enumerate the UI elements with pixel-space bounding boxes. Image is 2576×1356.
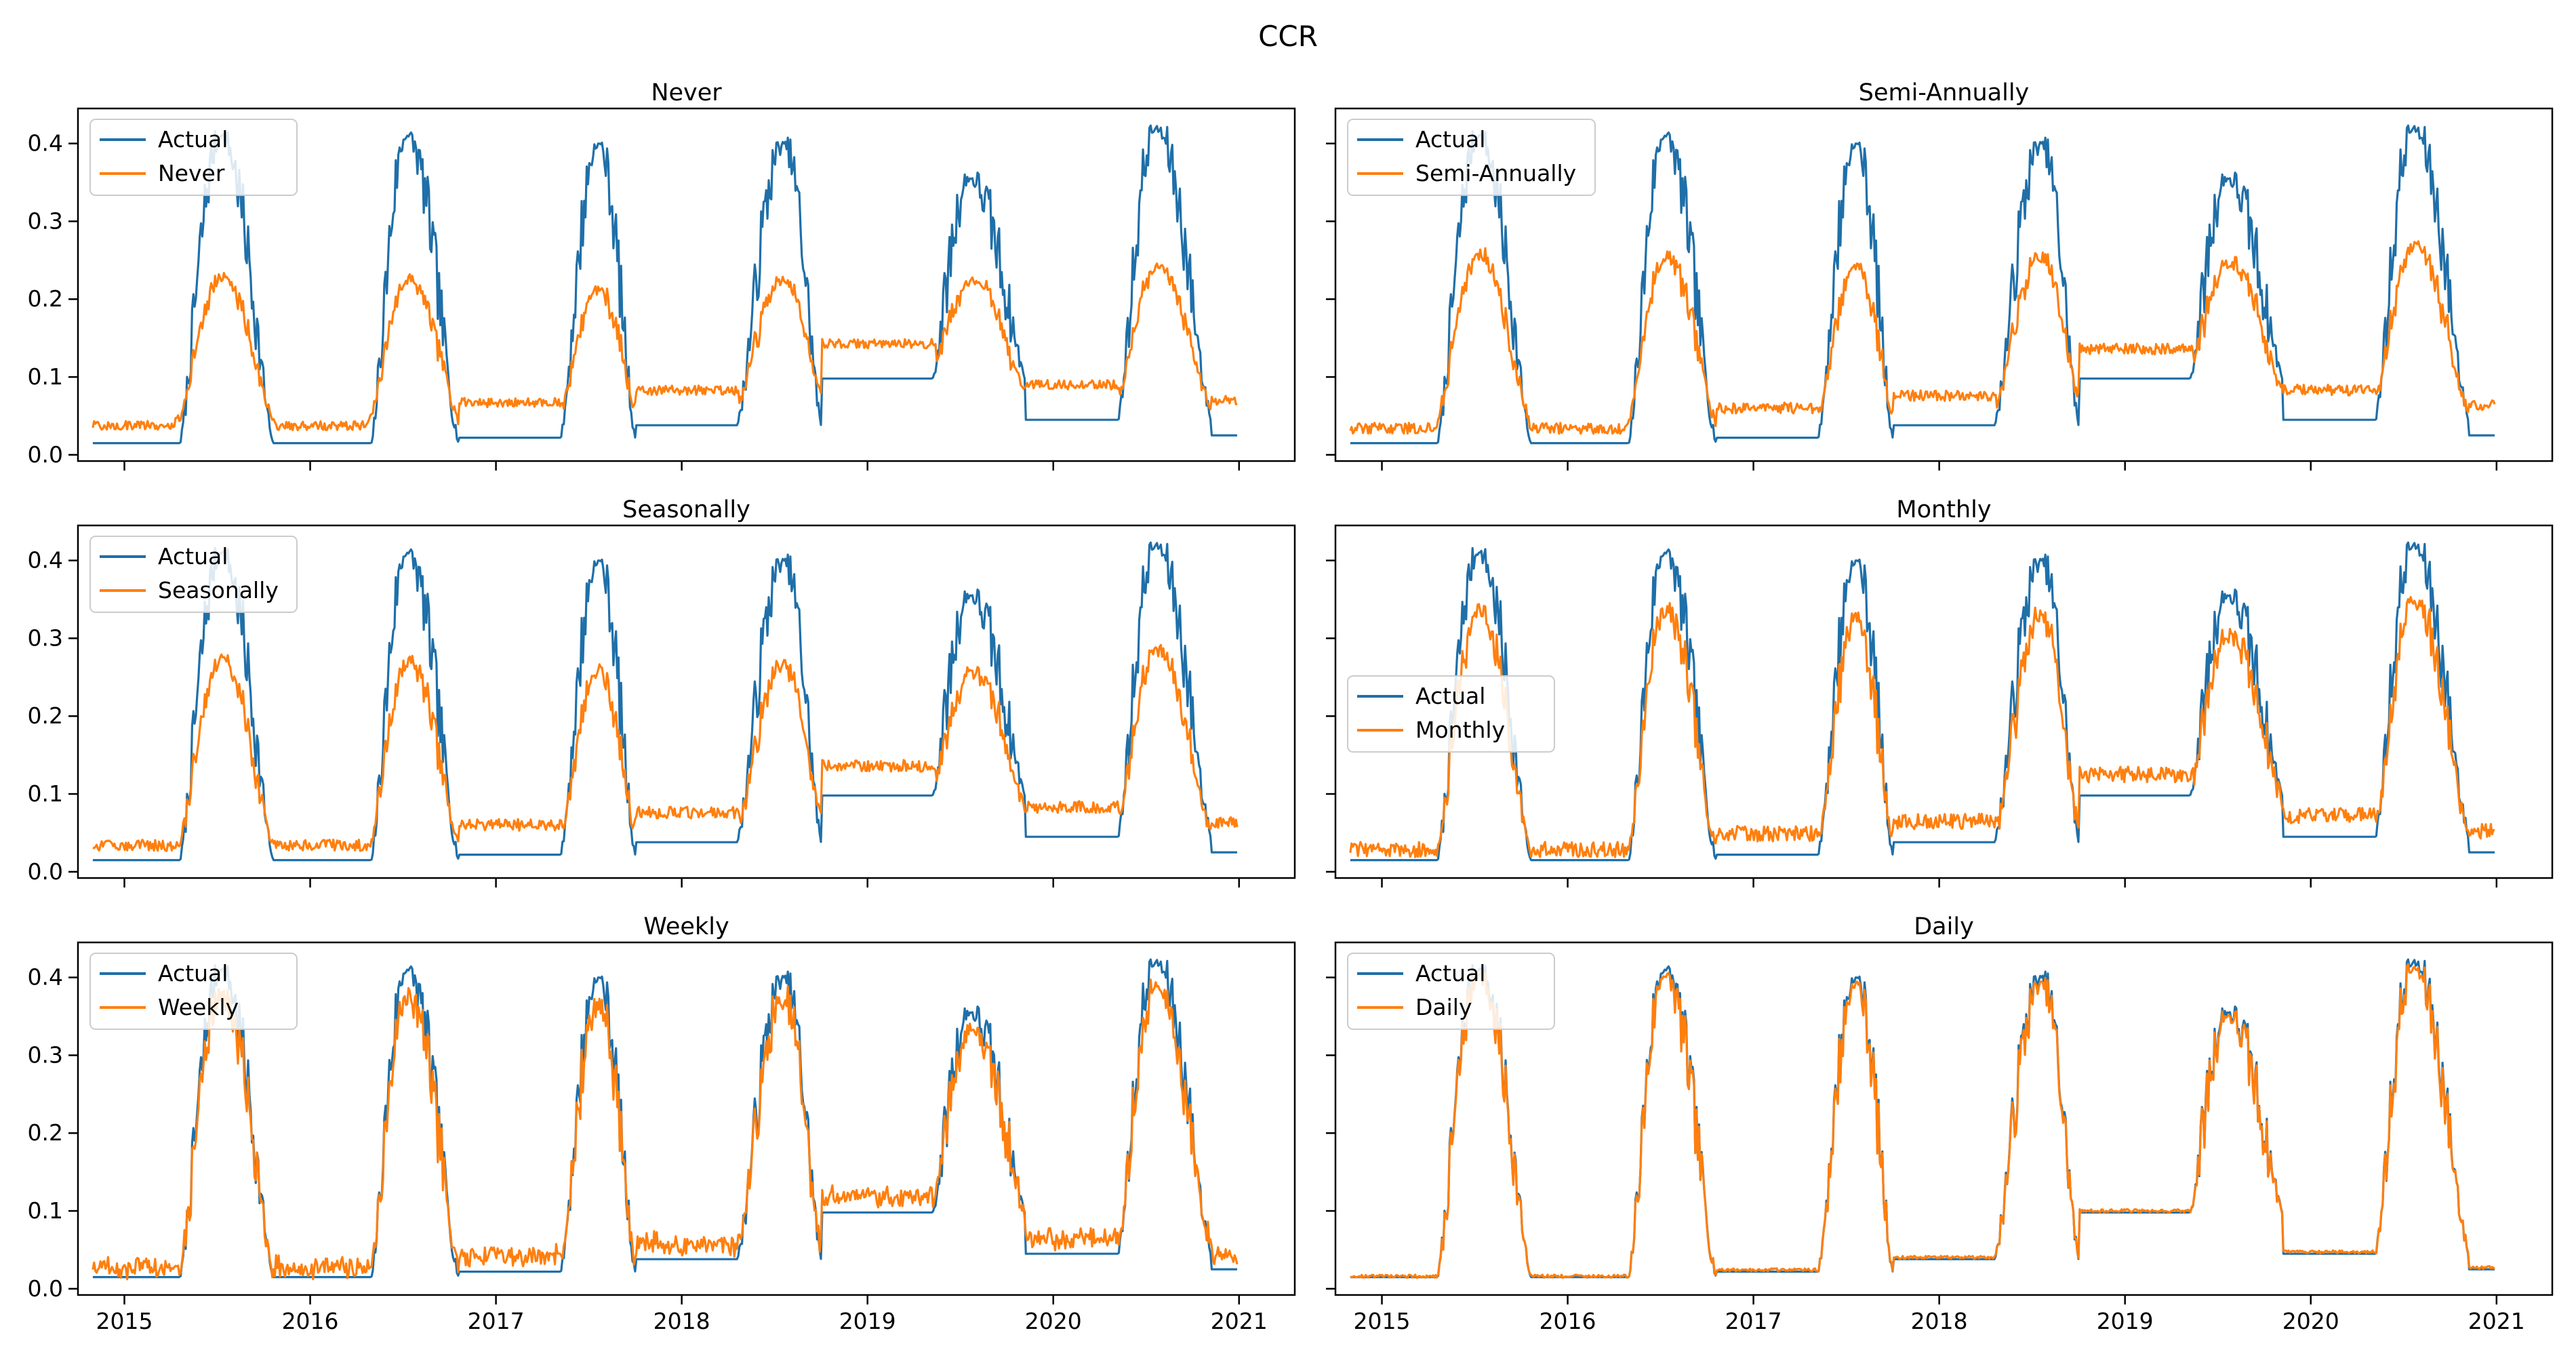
legend: Actual Daily <box>1347 953 1555 1030</box>
subplot-monthly: Monthly Actual Monthly <box>1326 496 2554 888</box>
y-tick-label: 0.4 <box>28 130 63 157</box>
axes-frame <box>77 941 1296 1296</box>
series-line-actual <box>1350 124 2495 445</box>
x-tick-label: 2018 <box>1911 1308 1968 1334</box>
plot-area <box>1349 541 2495 862</box>
legend-label: Actual <box>1415 960 1485 986</box>
subplot-never: Never 0.0 0.1 0.2 0.3 0.4 Actual Never <box>28 79 1296 471</box>
series-line-actual <box>92 958 1237 1279</box>
subplot-title: Semi-Annually <box>1859 79 2030 106</box>
legend-label: Monthly <box>1415 717 1505 743</box>
plot-area <box>1349 124 2496 445</box>
series-line-model <box>92 978 1239 1281</box>
x-tick-label: 2015 <box>96 1308 153 1334</box>
subplot-title: Weekly <box>643 913 729 940</box>
subplot-weekly: Weekly 0.0 0.1 0.2 0.3 0.4 2015 2016 2017 2018 201… <box>28 913 1296 1334</box>
y-tick-label: 0.1 <box>28 1197 63 1224</box>
y-tick-label: 0.0 <box>28 1275 63 1302</box>
y-tick-label: 0.4 <box>28 547 63 574</box>
axes-frame <box>1334 524 2554 879</box>
axes-frame <box>77 524 1296 879</box>
legend-label: Actual <box>158 960 228 986</box>
legend-label: Actual <box>1415 683 1485 709</box>
x-tick-label: 2016 <box>282 1308 339 1334</box>
y-tick-label: 0.0 <box>28 858 63 885</box>
y-tick-label: 0.2 <box>28 285 63 312</box>
series-line-model <box>92 262 1238 432</box>
x-tick-label: 2019 <box>839 1308 896 1334</box>
series-line-actual <box>92 541 1237 862</box>
series-line-model <box>1349 596 2495 858</box>
subplot-title: Never <box>651 79 722 106</box>
legend: Actual Weekly <box>89 953 298 1030</box>
y-tick-label: 0.1 <box>28 780 63 807</box>
subplot-title: Monthly <box>1896 496 1991 523</box>
legend-label: Actual <box>1415 126 1485 153</box>
plot-area <box>1350 958 2495 1279</box>
y-tick-label: 0.1 <box>28 363 63 390</box>
legend-label: Semi-Annually <box>1415 160 1576 186</box>
y-tick-label: 0.2 <box>28 1119 63 1146</box>
legend-label: Daily <box>1415 994 1472 1020</box>
axes-frame <box>1334 941 2554 1296</box>
legend: Actual Semi-Annually <box>1347 119 1596 196</box>
x-tick-label: 2020 <box>2282 1308 2339 1334</box>
plot-area <box>92 958 1239 1281</box>
y-tick-label: 0.0 <box>28 441 63 468</box>
legend-label: Never <box>158 160 225 186</box>
x-tick-label: 2020 <box>1025 1308 1082 1334</box>
series-line-model <box>92 643 1239 852</box>
axes-frame <box>77 107 1296 462</box>
x-tick-label: 2015 <box>1354 1308 1411 1334</box>
subplot-title: Seasonally <box>622 496 750 523</box>
legend-label: Actual <box>158 543 228 570</box>
legend-label: Seasonally <box>158 577 279 603</box>
x-tick-label: 2016 <box>1539 1308 1596 1334</box>
subplots-grid: Never 0.0 0.1 0.2 0.3 0.4 Actual Never Semi-Annu… <box>28 79 2554 1334</box>
x-tick-label: 2017 <box>468 1308 525 1334</box>
y-tick-label: 0.2 <box>28 702 63 729</box>
series-line-actual <box>1350 541 2495 862</box>
legend-label: Actual <box>158 126 228 153</box>
legend-label: Weekly <box>158 994 239 1020</box>
x-tick-label: 2018 <box>653 1308 710 1334</box>
plot-area <box>92 124 1238 445</box>
series-line-actual <box>92 124 1237 445</box>
subplot-seasonally: Seasonally 0.0 0.1 0.2 0.3 0.4 Actual Seasonall… <box>28 496 1296 888</box>
x-tick-label: 2019 <box>2097 1308 2154 1334</box>
axes-frame <box>1334 107 2554 462</box>
legend: Actual Monthly <box>1347 675 1555 753</box>
subplot-daily: Daily 2015 2016 2017 2018 2019 2020 2021 Actual D… <box>1326 913 2554 1334</box>
plot-area <box>92 541 1239 862</box>
legend: Actual Seasonally <box>89 536 298 613</box>
y-tick-label: 0.3 <box>28 624 63 651</box>
x-tick-label: 2021 <box>1211 1308 1268 1334</box>
series-line-model <box>1349 240 2496 435</box>
x-tick-label: 2017 <box>1725 1308 1782 1334</box>
y-tick-label: 0.3 <box>28 207 63 234</box>
y-tick-label: 0.3 <box>28 1041 63 1068</box>
series-line-model <box>1350 963 2495 1279</box>
subplot-title: Daily <box>1914 913 1974 940</box>
figure-title: CCR <box>1258 20 1318 53</box>
x-tick-label: 2021 <box>2468 1308 2525 1334</box>
y-tick-label: 0.4 <box>28 964 63 991</box>
legend: Actual Never <box>89 119 298 196</box>
legend-box <box>1347 119 1596 196</box>
subplot-semi-annually: Semi-Annually Actual Semi-Annually <box>1326 79 2554 471</box>
